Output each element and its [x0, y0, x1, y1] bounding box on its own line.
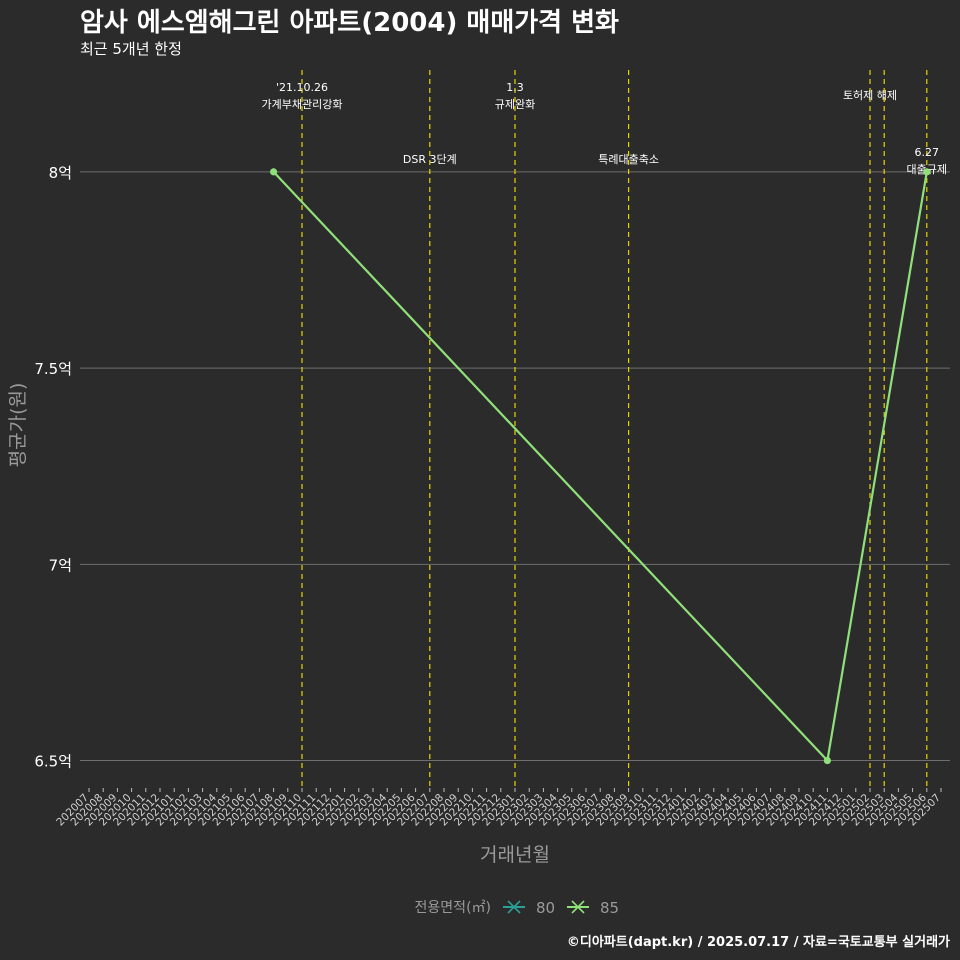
y-tick-label: 8억: [49, 164, 72, 182]
legend-key-cross: [507, 900, 521, 914]
data-point: [270, 168, 278, 176]
y-tick-label: 7.5억: [34, 360, 72, 378]
event-label: DSR 3단계: [403, 153, 457, 166]
event-label: 토허제 해제: [843, 88, 897, 102]
data-point: [923, 168, 931, 176]
x-axis-title: 거래년월: [480, 844, 550, 866]
event-label: 규제완화: [495, 98, 535, 111]
event-label: 6.27: [915, 146, 940, 159]
event-label: 1.3: [506, 81, 524, 94]
y-tick-label: 6.5억: [34, 753, 72, 771]
y-axis-title: 평균가(원): [7, 383, 29, 468]
source-caption: ©디아파트(dapt.kr) / 2025.07.17 / 자료=국토교통부 실…: [566, 935, 950, 950]
y-tick-label: 7억: [49, 556, 72, 574]
data-point: [823, 756, 832, 765]
chart-subtitle: 최근 5개년 한정: [80, 40, 182, 58]
event-label: 특례대출축소: [598, 153, 659, 166]
event-label: 가계부채관리강화: [262, 98, 343, 111]
legend-title: 전용면적(㎡): [415, 900, 491, 916]
legend-label: 80: [536, 899, 555, 917]
event-label: '21.10.26: [276, 81, 328, 94]
series-line-85: [272, 171, 928, 762]
legend-label: 85: [600, 899, 619, 917]
chart-title: 암사 에스엠해그린 아파트(2004) 매매가격 변화: [80, 8, 619, 38]
legend-key-cross: [571, 900, 585, 914]
